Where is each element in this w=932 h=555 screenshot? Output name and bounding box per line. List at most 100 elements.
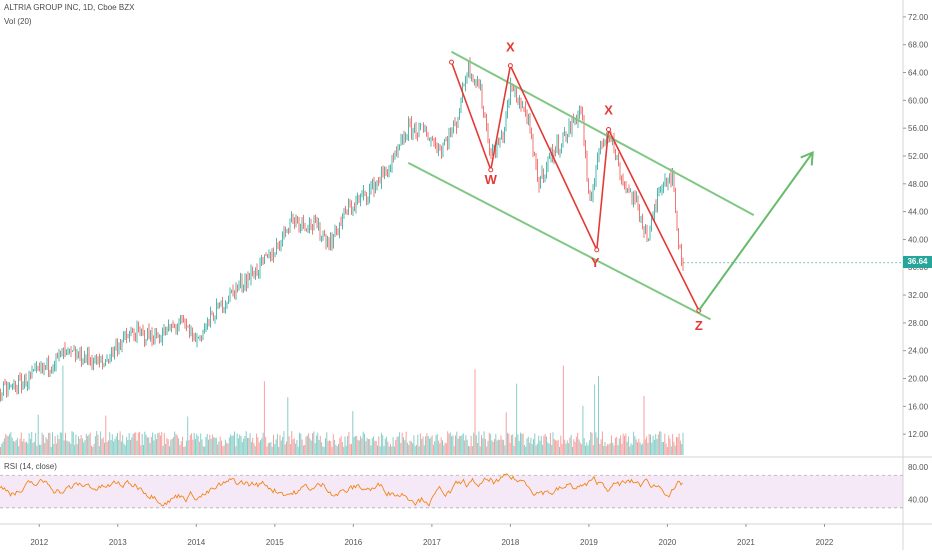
volume-bar (621, 443, 623, 455)
volume-bar (507, 432, 508, 455)
volume-bar (136, 440, 138, 455)
volume-bar (386, 436, 388, 455)
volume-bar (202, 446, 204, 455)
volume-bar (594, 384, 596, 455)
volume-bar (366, 438, 368, 455)
volume-bar (486, 446, 488, 455)
volume-bar (419, 433, 421, 455)
volume-bar (132, 433, 134, 455)
time-tick-label: 2018 (501, 538, 519, 547)
projection-arrowhead (800, 150, 814, 166)
volume-bar (640, 444, 642, 455)
wave-pivot (449, 59, 454, 65)
wave-label: X (604, 102, 613, 117)
volume-bar (156, 438, 157, 455)
volume-bar (145, 434, 147, 455)
volume-bar (278, 446, 280, 455)
time-tick-label: 2022 (816, 538, 834, 547)
volume-bar (200, 433, 202, 455)
volume-bar (224, 439, 226, 455)
volume-bar (527, 436, 529, 455)
volume-bar (49, 432, 51, 455)
volume-bar (677, 437, 679, 455)
volume-bar (28, 433, 30, 455)
volume-bar (258, 442, 260, 455)
projection-line (697, 151, 814, 311)
volume-bar (637, 442, 638, 455)
volume-bar (46, 439, 48, 455)
volume-bar (11, 437, 13, 455)
volume-bar (171, 438, 173, 455)
volume-bar (562, 365, 564, 455)
volume-bar (579, 442, 581, 455)
volume-bar (397, 436, 399, 455)
wave-pivot (507, 63, 513, 69)
volume-bar (652, 435, 654, 455)
volume-bar (341, 442, 343, 455)
volume-bar (362, 431, 364, 455)
volume-bar (65, 432, 66, 455)
volume-bar (564, 439, 566, 455)
last-price-tag: 36.64 (903, 256, 932, 268)
volume-bar (257, 437, 259, 455)
volume-bar (19, 438, 21, 455)
volume-bar (158, 432, 160, 455)
volume-bar (184, 446, 186, 455)
volume-bar (456, 431, 458, 455)
volume-bar (210, 439, 212, 455)
volume-bar (369, 439, 371, 455)
volume-bar (240, 436, 242, 455)
volume-bar (176, 435, 178, 455)
volume-bar (492, 441, 494, 455)
volume-bar (517, 434, 519, 455)
volume-bar (347, 436, 349, 455)
volume-bar (235, 446, 237, 455)
volume-bar (351, 443, 352, 455)
volume-bar (470, 435, 472, 455)
volume-bar (201, 439, 203, 455)
volume-bar (52, 432, 53, 455)
volume-bar (18, 446, 20, 455)
volume-bar (209, 434, 211, 455)
volume-bar (396, 436, 398, 455)
volume-bar (219, 436, 221, 455)
volume-bar (152, 432, 154, 455)
volume-bar (601, 431, 603, 455)
volume-bar (523, 444, 525, 455)
volume-bar (496, 440, 498, 455)
volume-bar (192, 439, 194, 455)
volume-bar (36, 445, 38, 455)
volume-bar (548, 443, 550, 455)
volume-bar (92, 446, 94, 455)
volume-bar (538, 435, 540, 455)
volume-bar (128, 433, 130, 455)
volume-bar (646, 436, 648, 455)
volume-bar (555, 440, 557, 455)
volume-bar (144, 431, 146, 455)
volume-bar (222, 446, 224, 455)
price-tick-label: 28.00 (908, 319, 929, 328)
volume-bar (54, 436, 56, 455)
volume-bar (586, 442, 588, 455)
volume-bar (656, 439, 658, 455)
volume-bar (44, 443, 46, 455)
volume-bar (432, 444, 434, 455)
volume-bar (477, 442, 479, 455)
volume-bar (150, 436, 152, 455)
volume-bar (131, 437, 133, 455)
volume-bar (247, 437, 248, 455)
volume-bar (585, 445, 586, 455)
volume-bar (638, 438, 640, 455)
volume-bar (315, 435, 317, 455)
volume-bar (6, 435, 8, 455)
time-tick-label: 2021 (737, 538, 755, 547)
rsi-tick-label: 40.00 (908, 496, 929, 505)
volume-bar (471, 446, 473, 455)
volume-bar (197, 435, 199, 455)
volume-bar (239, 434, 241, 455)
volume-bar (32, 442, 34, 455)
volume-bar (250, 442, 252, 455)
price-tick-label: 68.00 (908, 41, 929, 50)
